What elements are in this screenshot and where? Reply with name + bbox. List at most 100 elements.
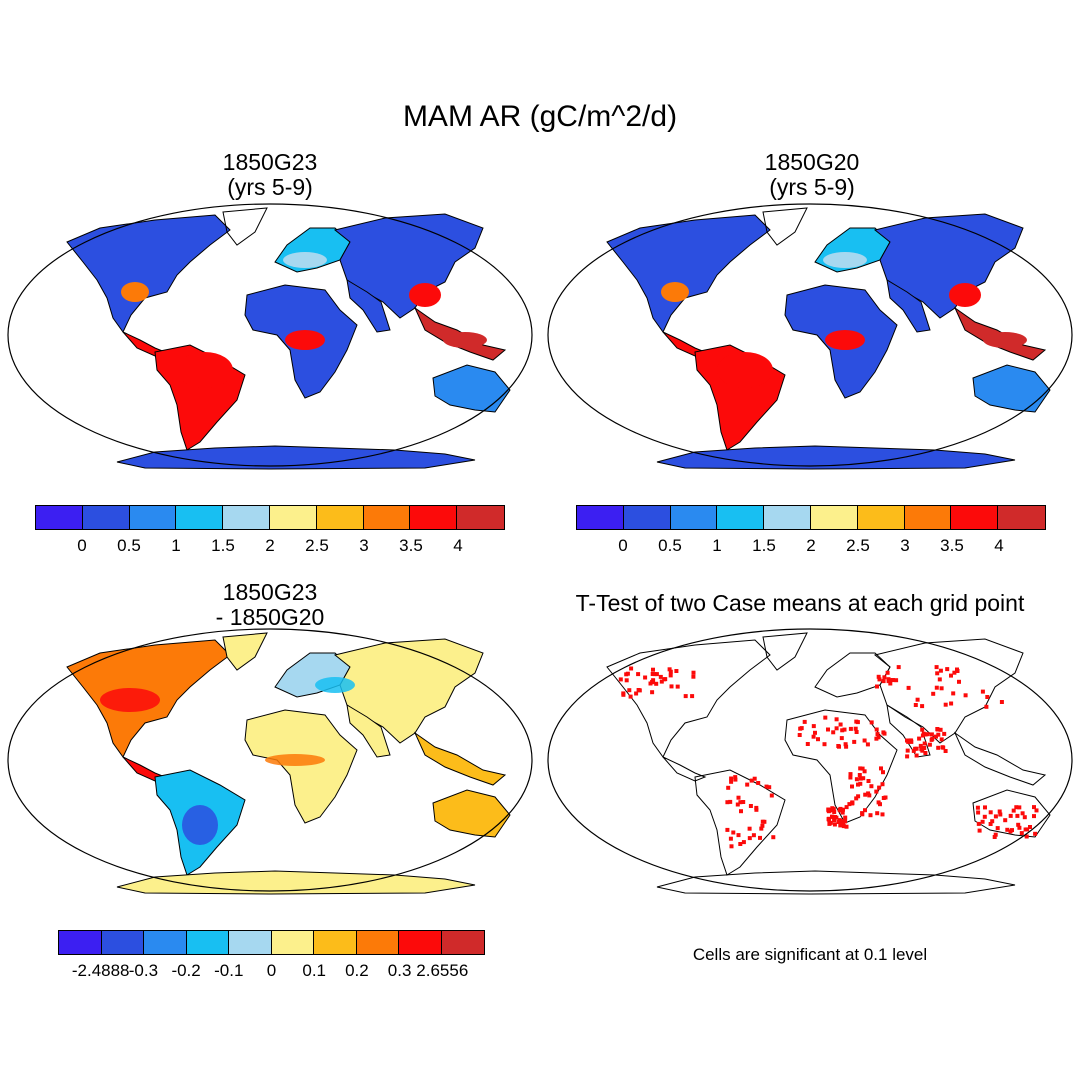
- significant-cell: [856, 782, 860, 787]
- significant-cell: [939, 686, 944, 691]
- colorbar-swatch: [314, 931, 357, 954]
- significant-cell: [990, 819, 995, 824]
- continent-arabia-india: [346, 279, 391, 333]
- significant-cell: [856, 794, 861, 799]
- significant-cell: [1025, 827, 1030, 832]
- colorbar-boxes: [35, 505, 505, 530]
- significant-cell: [643, 675, 648, 680]
- significant-cell: [843, 742, 848, 747]
- continent-antarctica: [656, 445, 1016, 470]
- significant-cell: [942, 731, 947, 736]
- significant-cell: [844, 824, 849, 829]
- colorbar-boxes: [576, 505, 1046, 530]
- significant-cell: [896, 665, 901, 670]
- significant-cell: [739, 809, 743, 814]
- high-value-region: [717, 352, 773, 388]
- significant-cell: [760, 823, 765, 828]
- significant-cell: [860, 811, 865, 816]
- significant-cell: [862, 769, 867, 774]
- significant-cell: [957, 679, 961, 684]
- colorbar-tick-label: 0.5: [117, 536, 141, 555]
- colorbar-tick-label: 2: [265, 536, 275, 555]
- significant-cell: [728, 836, 733, 841]
- colorbar-tick-label: 3.5: [940, 536, 964, 555]
- significant-cell: [651, 667, 655, 672]
- significant-cell: [918, 743, 923, 748]
- colorbar-boxes: [58, 930, 485, 955]
- significant-cell: [725, 800, 730, 805]
- significant-cell: [853, 726, 858, 731]
- colorbar-swatch: [399, 931, 442, 954]
- significant-cell: [860, 766, 865, 771]
- significant-cell: [977, 828, 982, 833]
- significant-cell: [1008, 829, 1013, 834]
- continent-greenland: [762, 207, 808, 246]
- significant-cell: [624, 678, 629, 683]
- colorbar-tick-label: 3: [900, 536, 910, 555]
- significant-cell: [848, 775, 853, 780]
- significant-cell: [667, 667, 672, 672]
- significant-cell: [760, 819, 765, 824]
- significant-cell: [690, 694, 695, 699]
- significant-cell: [988, 810, 993, 815]
- difference-region: [315, 677, 355, 693]
- significant-cell: [852, 739, 857, 744]
- significant-cell: [874, 727, 879, 732]
- significant-cell: [914, 746, 919, 751]
- significant-cell: [963, 693, 968, 698]
- significant-cell: [975, 805, 980, 810]
- land-layer: [606, 207, 1051, 470]
- colorbar-tick-label: 2.5: [846, 536, 870, 555]
- significant-cell: [935, 727, 940, 732]
- map-border: [547, 628, 1073, 892]
- map-difference: [7, 628, 533, 895]
- significant-cell: [894, 678, 899, 683]
- significant-cell: [841, 821, 846, 825]
- significant-cell: [861, 776, 866, 781]
- significant-cell: [839, 736, 844, 741]
- panel-1-title-line1: 1850G23: [222, 149, 318, 175]
- significant-cell: [920, 704, 925, 709]
- significant-cell: [726, 785, 731, 790]
- significant-cell: [875, 811, 880, 816]
- significant-cell: [830, 814, 834, 819]
- colorbar-swatch: [998, 506, 1045, 529]
- significant-cell: [634, 691, 639, 696]
- significant-cell: [729, 844, 734, 849]
- significant-cell: [888, 681, 893, 686]
- significant-cell: [865, 742, 870, 747]
- significant-cell: [758, 835, 762, 840]
- significant-cell: [906, 685, 911, 690]
- significant-cell: [1024, 834, 1029, 839]
- colorbar-swatch: [316, 506, 364, 529]
- high-value-region: [177, 352, 233, 388]
- significant-cell: [985, 695, 990, 699]
- significant-cell: [886, 679, 891, 684]
- significant-cell: [628, 694, 633, 699]
- map-1850g20: [547, 203, 1073, 470]
- significant-cell: [997, 809, 1002, 814]
- significant-cell: [943, 749, 948, 753]
- significant-cell: [936, 745, 941, 750]
- significant-cell: [749, 778, 754, 783]
- significant-cell: [880, 812, 885, 817]
- significant-cell: [738, 842, 743, 846]
- significant-cell: [854, 730, 859, 734]
- high-value-region: [823, 252, 867, 268]
- significant-cell: [733, 777, 738, 782]
- significant-cell: [654, 681, 659, 686]
- colorbar-swatch: [186, 931, 229, 954]
- significant-cell: [735, 802, 740, 807]
- panel-2-title-line1: 1850G20: [764, 149, 860, 175]
- significant-cell: [683, 694, 688, 699]
- significant-cell: [627, 688, 632, 693]
- panel-3-title-line1: 1850G23: [222, 579, 318, 605]
- colorbar-difference: -2.4888 -0.3 -0.2 -0.1 0 0.1 0.2 0.3 2.6556: [58, 930, 485, 980]
- significant-cell: [663, 677, 668, 682]
- significant-cell: [1032, 805, 1036, 810]
- significant-cell: [877, 677, 882, 682]
- colorbar-1850g20: 0 0.5 1 1.5 2 2.5 3 3.5 4: [576, 505, 1046, 555]
- land-layer: [606, 632, 1051, 895]
- significant-cell: [952, 670, 957, 675]
- significant-cell: [934, 685, 939, 690]
